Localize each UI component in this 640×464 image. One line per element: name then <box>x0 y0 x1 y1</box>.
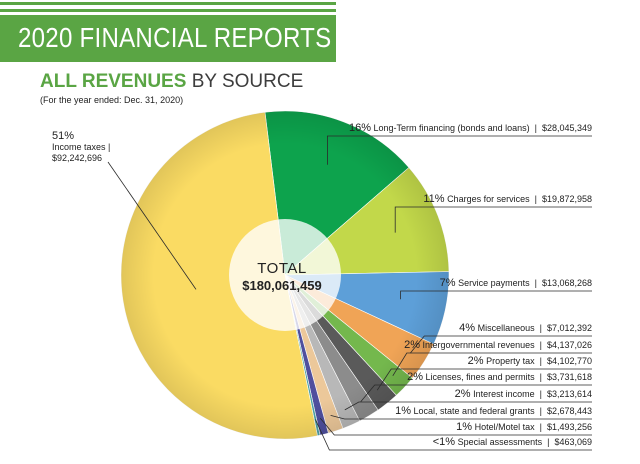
slice-label: 2% Interest income | $3,213,614 <box>454 388 592 400</box>
slice-value: $7,012,392 <box>546 323 592 333</box>
slice-pct: 2% <box>407 371 424 383</box>
leader-line <box>394 206 592 233</box>
slice-value: $28,045,349 <box>541 123 592 133</box>
slice-label: <1% Special assessments | $463,069 <box>432 436 592 448</box>
slice-pct: 2% <box>404 339 421 351</box>
slice-label: 16% Long-Term financing (bonds and loans… <box>348 122 592 134</box>
slice-value: $4,137,026 <box>546 340 592 350</box>
chart-title-bold: ALL REVENUES <box>40 71 187 92</box>
slice-pct: 7% <box>439 277 456 289</box>
slice-name: Intergovernmental revenues <box>422 340 535 350</box>
banner-title: 2020 FINANCIAL REPORTS <box>18 22 332 53</box>
leader-line <box>409 335 592 354</box>
leader-line <box>315 419 592 451</box>
banner-stripe <box>0 2 336 5</box>
slice-value: $1,493,256 <box>546 422 592 432</box>
slice-value: $4,102,770 <box>546 356 592 366</box>
chart-title-rest: BY SOURCE <box>191 71 304 92</box>
slice-value: $2,678,443 <box>546 406 592 416</box>
slice-label: 2% Intergovernmental revenues | $4,137,0… <box>404 339 592 351</box>
slice-pct: 1% <box>395 405 412 417</box>
slice-label: 7% Service payments | $13,068,268 <box>439 277 592 289</box>
leader-line <box>344 401 592 411</box>
slice-label: 4% Miscellaneous | $7,012,392 <box>459 322 592 334</box>
slice-value: $3,731,618 <box>546 372 592 382</box>
slice-name: Property tax <box>486 356 535 366</box>
total-box: TOTAL $180,061,459 <box>222 260 342 293</box>
leader-line <box>326 135 592 165</box>
slice-pct: 2% <box>467 355 484 367</box>
slice-label: 1% Hotel/Motel tax | $1,493,256 <box>456 421 592 433</box>
slice-name: Income taxes <box>52 142 106 152</box>
slice-value: $463,069 <box>554 437 592 447</box>
leader-line <box>107 161 197 290</box>
leader-line <box>376 368 592 391</box>
leader-line <box>360 384 592 402</box>
total-label: TOTAL <box>257 260 307 277</box>
slice-value: $19,872,958 <box>541 194 592 204</box>
slice-name: Hotel/Motel tax <box>474 422 535 432</box>
leader-line <box>330 415 592 420</box>
slice-value: $13,068,268 <box>541 278 592 288</box>
slice-value: $92,242,696 <box>52 153 103 163</box>
slice-pct: 1% <box>456 421 473 433</box>
chart-title: ALL REVENUES BY SOURCE <box>40 71 303 93</box>
slice-name: Interest income <box>473 389 535 399</box>
slice-pct: <1% <box>432 436 456 448</box>
label-income-taxes: 51% Income taxes | $92,242,696 <box>52 130 111 164</box>
slice-pct: 2% <box>454 388 471 400</box>
slice-pct: 16% <box>348 122 371 134</box>
slice-name: Licenses, fines and permits <box>425 372 535 382</box>
slice-label: 2% Property tax | $4,102,770 <box>467 355 592 367</box>
leader-lines <box>107 135 592 451</box>
slice-name: Service payments <box>458 278 530 288</box>
chart-subtitle: (For the year ended: Dec. 31, 2020) <box>40 95 184 105</box>
slice-value: $3,213,614 <box>546 389 592 399</box>
slice-label: 2% Licenses, fines and permits | $3,731,… <box>407 371 592 383</box>
banner-band <box>0 15 336 62</box>
slice-pct: 51% <box>52 130 75 142</box>
slice-name: Local, state and federal grants <box>413 406 535 416</box>
slice-pct: 11% <box>423 193 445 205</box>
total-value: $180,061,459 <box>242 278 322 293</box>
slice-name: Special assessments <box>457 437 543 447</box>
slice-pct: 4% <box>459 322 476 334</box>
total-disc <box>229 219 341 331</box>
slice-label: 11% Charges for services | $19,872,958 <box>423 193 592 205</box>
leader-line <box>400 290 592 300</box>
banner-stripe <box>0 9 336 12</box>
report-banner: 2020 FINANCIAL REPORTS <box>0 0 336 62</box>
slice-name: Long-Term financing (bonds and loans) <box>373 123 530 133</box>
leader-line <box>392 352 592 377</box>
slice-name: Charges for services <box>447 194 530 204</box>
slice-name: Miscellaneous <box>477 323 535 333</box>
leader-line <box>319 418 592 436</box>
slice-label: 1% Local, state and federal grants | $2,… <box>395 405 592 417</box>
